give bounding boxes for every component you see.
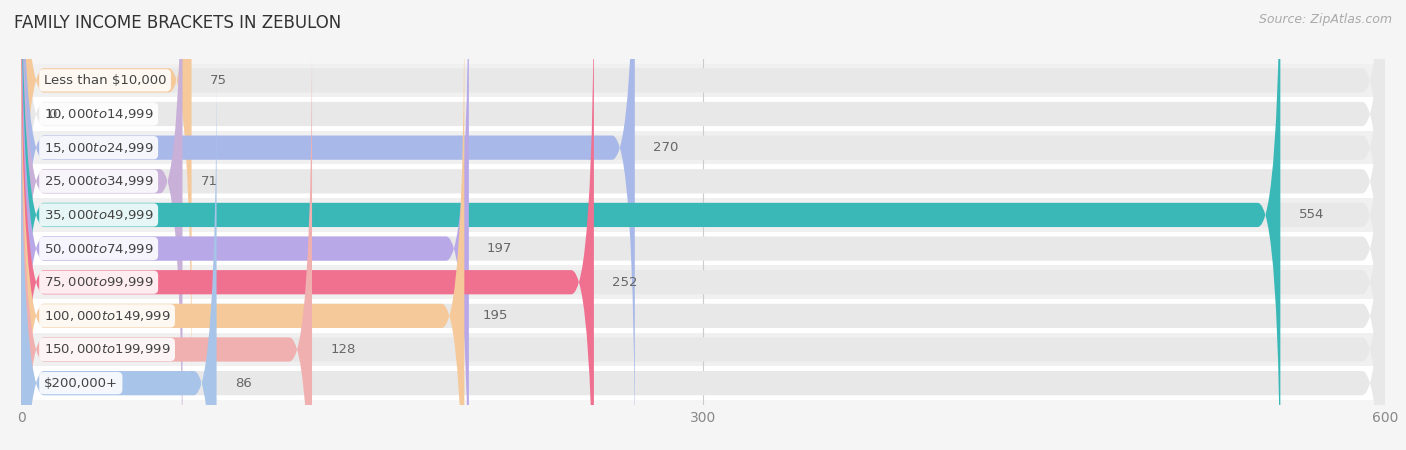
FancyBboxPatch shape — [21, 59, 1385, 450]
FancyBboxPatch shape — [21, 0, 183, 450]
Text: 197: 197 — [486, 242, 512, 255]
FancyBboxPatch shape — [21, 0, 1385, 450]
FancyBboxPatch shape — [21, 0, 464, 450]
FancyBboxPatch shape — [21, 299, 1385, 333]
Text: $75,000 to $99,999: $75,000 to $99,999 — [44, 275, 153, 289]
FancyBboxPatch shape — [21, 0, 593, 450]
Text: $25,000 to $34,999: $25,000 to $34,999 — [44, 174, 153, 188]
FancyBboxPatch shape — [21, 0, 636, 450]
Text: 128: 128 — [330, 343, 356, 356]
FancyBboxPatch shape — [21, 0, 1385, 450]
Text: $100,000 to $149,999: $100,000 to $149,999 — [44, 309, 170, 323]
Text: FAMILY INCOME BRACKETS IN ZEBULON: FAMILY INCOME BRACKETS IN ZEBULON — [14, 14, 342, 32]
Text: $150,000 to $199,999: $150,000 to $199,999 — [44, 342, 170, 356]
FancyBboxPatch shape — [21, 0, 1385, 450]
FancyBboxPatch shape — [21, 0, 1385, 450]
FancyBboxPatch shape — [21, 164, 1385, 198]
FancyBboxPatch shape — [21, 97, 1385, 131]
FancyBboxPatch shape — [21, 25, 312, 450]
Text: $50,000 to $74,999: $50,000 to $74,999 — [44, 242, 153, 256]
Text: $200,000+: $200,000+ — [44, 377, 118, 390]
Text: 195: 195 — [482, 309, 508, 322]
Text: $15,000 to $24,999: $15,000 to $24,999 — [44, 141, 153, 155]
Text: Less than $10,000: Less than $10,000 — [44, 74, 166, 87]
FancyBboxPatch shape — [21, 0, 1385, 450]
FancyBboxPatch shape — [21, 59, 217, 450]
FancyBboxPatch shape — [21, 25, 1385, 450]
Text: 252: 252 — [612, 276, 637, 289]
FancyBboxPatch shape — [21, 333, 1385, 366]
Text: 554: 554 — [1299, 208, 1324, 221]
Text: $35,000 to $49,999: $35,000 to $49,999 — [44, 208, 153, 222]
Text: 71: 71 — [201, 175, 218, 188]
Text: 0: 0 — [48, 108, 56, 121]
FancyBboxPatch shape — [21, 232, 1385, 266]
FancyBboxPatch shape — [21, 0, 1385, 450]
Text: 270: 270 — [652, 141, 678, 154]
FancyBboxPatch shape — [21, 0, 1385, 405]
FancyBboxPatch shape — [21, 198, 1385, 232]
FancyBboxPatch shape — [21, 266, 1385, 299]
FancyBboxPatch shape — [21, 0, 1281, 450]
Text: 86: 86 — [235, 377, 252, 390]
FancyBboxPatch shape — [21, 131, 1385, 164]
Text: $10,000 to $14,999: $10,000 to $14,999 — [44, 107, 153, 121]
FancyBboxPatch shape — [21, 0, 1385, 438]
FancyBboxPatch shape — [21, 0, 468, 450]
FancyBboxPatch shape — [21, 0, 191, 405]
Text: 75: 75 — [209, 74, 226, 87]
FancyBboxPatch shape — [21, 366, 1385, 400]
FancyBboxPatch shape — [21, 63, 1385, 97]
Text: Source: ZipAtlas.com: Source: ZipAtlas.com — [1258, 14, 1392, 27]
